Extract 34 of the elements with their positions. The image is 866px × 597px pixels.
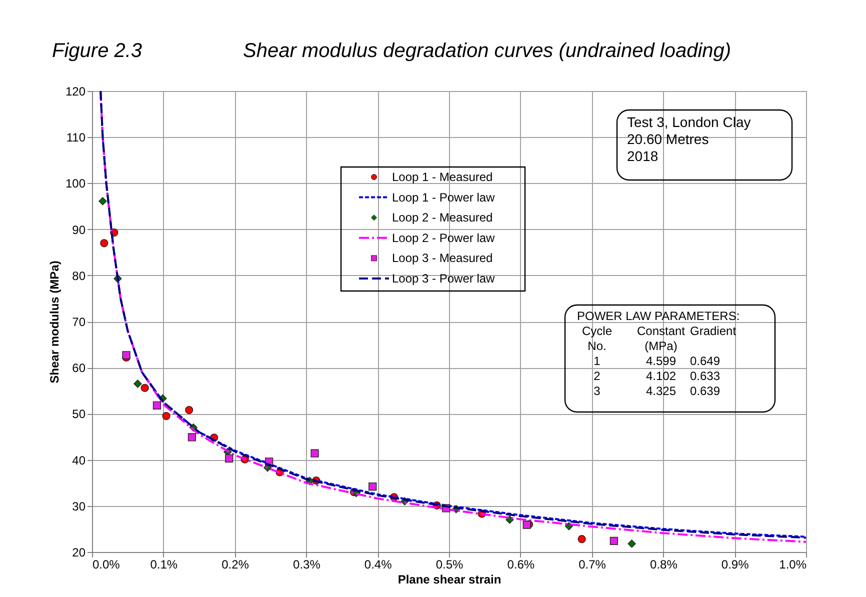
chart-subtitle: Shear modulus degradation curves (undrained loading) <box>243 40 732 62</box>
y-tick-label: 50 <box>72 407 86 422</box>
legend-label: Loop 2 - Power law <box>392 230 496 245</box>
x-tick-label: 0.7% <box>578 558 606 572</box>
legend-label: Loop 1 - Measured <box>392 170 493 184</box>
y-axis-title: Shear modulus (MPa) <box>47 260 62 384</box>
x-tick-label: 0.2% <box>222 558 250 572</box>
x-axis-title: Plane shear strain <box>398 572 502 586</box>
legend-label: Loop 1 - Power law <box>392 190 496 204</box>
x-tick-label: 0.1% <box>150 558 178 572</box>
y-tick-label: 20 <box>72 546 86 560</box>
y-tick-label: 70 <box>72 315 86 329</box>
y-tick-label: 30 <box>72 499 86 514</box>
x-tick-label: 1.0% <box>779 558 807 572</box>
y-tick-label: 100 <box>65 176 86 191</box>
x-tick-label: 0.5% <box>436 558 464 572</box>
y-tick-label: 120 <box>65 84 86 98</box>
legend-label: Loop 2 - Measured <box>392 210 493 225</box>
x-tick-label: 0.8% <box>650 558 678 572</box>
x-tick-label: 0.3% <box>293 558 321 572</box>
legend-label: Loop 3 - Measured <box>392 251 493 266</box>
y-tick-label: 40 <box>72 453 86 468</box>
chart-title: Figure 2.3 <box>52 40 142 62</box>
legend-label: Loop 3 - Power law <box>392 272 496 286</box>
x-tick-label: 0.6% <box>507 558 535 572</box>
y-tick-label: 60 <box>72 361 86 376</box>
y-tick-label: 80 <box>72 268 86 283</box>
annotation: Test 3, London Clay 20.60 Metres 2018 <box>627 114 751 164</box>
x-tick-label: 0.9% <box>721 558 750 572</box>
x-tick-label: 0.0% <box>92 558 120 572</box>
y-tick-label: 90 <box>72 222 86 237</box>
y-tick-label: 110 <box>66 130 86 145</box>
text: POWER LAW PARAMETERS: Cycle Constant Gradient No. (MPa) 1 4.599 0.649 2 4.102 0.633 3 4.325 0.639 <box>577 309 740 398</box>
x-tick-label: 0.4% <box>364 558 392 572</box>
